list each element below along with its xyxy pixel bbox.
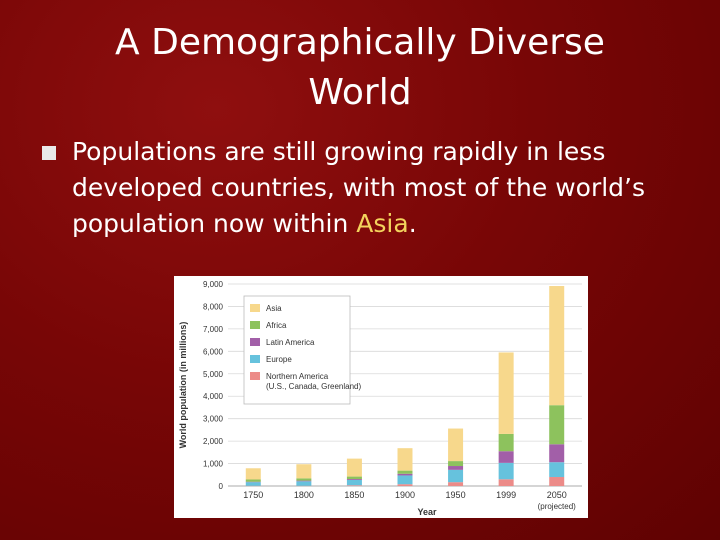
legend-swatch	[250, 338, 260, 346]
x-tick-label: 2050	[547, 490, 567, 500]
bar-segment	[245, 468, 261, 480]
bar-segment	[498, 433, 514, 452]
x-tick-label: 1850	[344, 490, 364, 500]
square-bullet-icon	[42, 146, 56, 160]
bar-segment	[448, 461, 464, 467]
bar-segment	[397, 484, 413, 486]
legend-note: (U.S., Canada, Greenland)	[266, 382, 361, 391]
x-tick-sublabel: (projected)	[538, 502, 577, 511]
bullet-text: Populations are still growing rapidly in…	[72, 134, 702, 242]
legend-swatch	[250, 372, 260, 380]
bar-segment	[448, 482, 464, 486]
x-tick-label: 1750	[243, 490, 263, 500]
y-tick-label: 7,000	[203, 325, 224, 334]
y-tick-label: 3,000	[203, 415, 224, 424]
y-tick-label: 1,000	[203, 460, 224, 469]
bar-segment	[346, 485, 362, 486]
bar-segment	[498, 479, 514, 486]
bar-segment	[549, 405, 565, 445]
title-line-2: World	[308, 72, 412, 113]
y-tick-label: 8,000	[203, 302, 224, 311]
bar-segment	[498, 462, 514, 480]
bar-segment	[296, 480, 312, 482]
bullet-text-end: .	[408, 209, 417, 238]
x-tick-label: 1900	[395, 490, 415, 500]
legend-swatch	[250, 304, 260, 312]
bar-segment	[448, 466, 464, 470]
legend-label: Europe	[266, 355, 292, 364]
bar-segment	[397, 475, 413, 485]
x-tick-label: 1999	[496, 490, 516, 500]
bar-segment	[346, 479, 362, 480]
bar-segment	[296, 478, 312, 481]
bar-segment	[296, 464, 312, 479]
bar-segment	[296, 481, 312, 486]
title-line-1: A Demographically Diverse	[115, 22, 605, 63]
bar-segment	[448, 428, 464, 462]
population-chart: 0 1,000 2,000 3,000 4,000 5,000 6,000 7,000 8,00…	[174, 276, 588, 518]
bar-segment	[346, 458, 362, 477]
y-tick-label: 6,000	[203, 347, 224, 356]
bar-segment	[448, 469, 464, 483]
bar-segment	[346, 479, 362, 486]
y-tick-label: 9,000	[203, 280, 224, 289]
slide-title: A Demographically Diverse World	[60, 18, 660, 118]
population-chart-svg: 0 1,000 2,000 3,000 4,000 5,000 6,000 7,000 8,00…	[178, 280, 582, 517]
x-tick-label: 1800	[294, 490, 314, 500]
legend-swatch	[250, 355, 260, 363]
x-tick-label: 1950	[446, 490, 466, 500]
x-axis-label: Year	[417, 507, 437, 517]
legend-label: Africa	[266, 321, 287, 330]
legend-label: Asia	[266, 304, 282, 313]
bar-segment	[245, 479, 261, 482]
bar-segment	[245, 482, 261, 486]
y-tick-label: 0	[219, 482, 224, 491]
bar-segment	[549, 477, 565, 486]
y-tick-label: 4,000	[203, 392, 224, 401]
legend-box	[243, 295, 351, 405]
legend-label: Latin America	[266, 338, 315, 347]
y-axis-label: World population (in millions)	[178, 322, 188, 449]
bar-segment	[498, 451, 514, 463]
bar-segment	[346, 476, 362, 480]
bar-segment	[549, 462, 565, 478]
bar-segment	[498, 352, 514, 434]
bullet-text-highlight: Asia	[356, 209, 409, 238]
legend-label: Northern America	[266, 372, 329, 381]
bar-segment	[397, 448, 413, 471]
bar-segment	[397, 473, 413, 476]
bar-segment	[397, 470, 413, 474]
bullet-text-main: Populations are still growing rapidly in…	[72, 137, 646, 238]
legend-swatch	[250, 321, 260, 329]
bar-segment	[549, 286, 565, 406]
y-tick-label: 5,000	[203, 370, 224, 379]
bar-segment	[549, 444, 565, 463]
y-tick-label: 2,000	[203, 437, 224, 446]
